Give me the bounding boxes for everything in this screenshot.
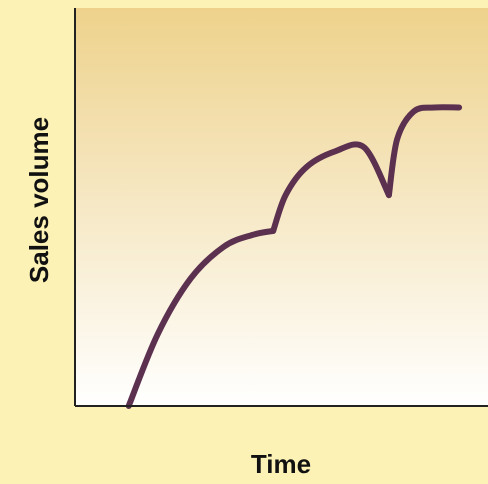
y-axis-label: Sales volume xyxy=(24,117,54,283)
sales-line-segment-1 xyxy=(125,227,277,409)
sales-line-segment-3 xyxy=(385,104,463,199)
sales-line-segment-2 xyxy=(270,141,392,234)
series-layer xyxy=(125,104,463,409)
x-axis-label: Time xyxy=(251,449,311,479)
